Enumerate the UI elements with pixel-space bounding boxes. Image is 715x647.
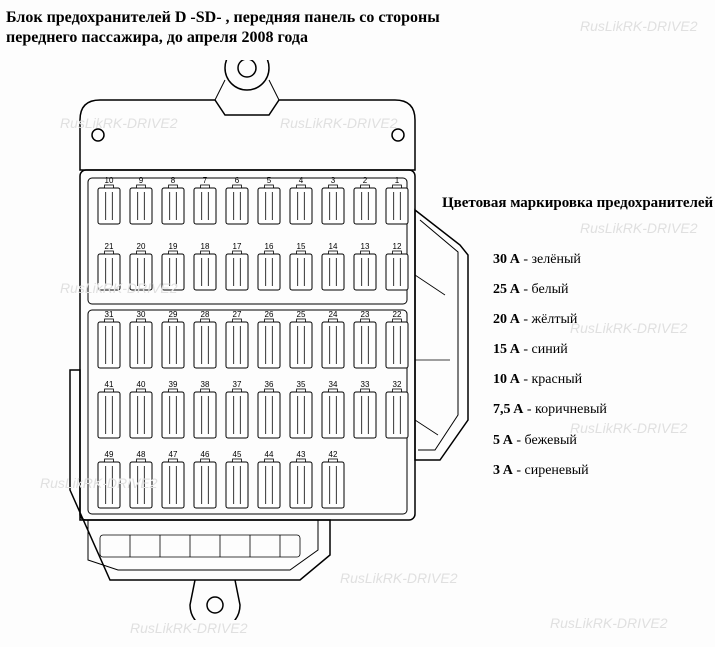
legend-amp: 15 A [493, 342, 520, 357]
legend-amp: 7,5 A [493, 402, 523, 417]
legend-amp: 10 A [493, 372, 520, 387]
svg-text:49: 49 [105, 450, 114, 459]
legend-color-name: - жёлтый [520, 312, 578, 327]
svg-text:42: 42 [329, 450, 338, 459]
svg-text:9: 9 [139, 176, 144, 185]
svg-text:13: 13 [361, 242, 370, 251]
svg-text:19: 19 [169, 242, 178, 251]
watermark: RusLikRK-DRIVE2 [580, 18, 697, 34]
svg-text:2: 2 [363, 176, 368, 185]
svg-text:25: 25 [297, 310, 306, 319]
svg-text:4: 4 [299, 176, 304, 185]
svg-text:23: 23 [361, 310, 370, 319]
svg-text:45: 45 [233, 450, 242, 459]
svg-text:44: 44 [265, 450, 274, 459]
legend-row: 3 A - сиреневый [493, 456, 607, 486]
svg-text:7: 7 [203, 176, 208, 185]
svg-text:27: 27 [233, 310, 242, 319]
legend-color-name: - сиреневый [513, 463, 589, 478]
legend-row: 5 A - бежевый [493, 426, 607, 456]
svg-text:3: 3 [331, 176, 336, 185]
svg-text:14: 14 [329, 242, 338, 251]
legend-row: 30 A - зелёный [493, 245, 607, 275]
fusebox-diagram: 1098765432121201918171615141312313029282… [40, 60, 470, 625]
svg-text:22: 22 [393, 310, 402, 319]
svg-text:8: 8 [171, 176, 176, 185]
svg-text:40: 40 [137, 380, 146, 389]
svg-text:37: 37 [233, 380, 242, 389]
legend-color-name: - зелёный [520, 252, 581, 267]
svg-text:47: 47 [169, 450, 178, 459]
svg-text:46: 46 [201, 450, 210, 459]
legend-row: 15 A - синий [493, 335, 607, 365]
svg-text:1: 1 [395, 176, 400, 185]
legend-amp: 20 A [493, 312, 520, 327]
svg-text:38: 38 [201, 380, 210, 389]
svg-text:24: 24 [329, 310, 338, 319]
legend-amp: 30 A [493, 252, 520, 267]
svg-text:48: 48 [137, 450, 146, 459]
svg-text:15: 15 [297, 242, 306, 251]
svg-text:39: 39 [169, 380, 178, 389]
svg-text:34: 34 [329, 380, 338, 389]
legend-amp: 5 A [493, 433, 513, 448]
legend-color-name: - коричневый [523, 402, 607, 417]
svg-text:12: 12 [393, 242, 402, 251]
svg-text:10: 10 [105, 176, 114, 185]
svg-text:26: 26 [265, 310, 274, 319]
svg-text:29: 29 [169, 310, 178, 319]
legend-title: Цветовая маркировка предохранителей [442, 195, 713, 212]
legend-row: 7,5 A - коричневый [493, 395, 607, 425]
svg-text:36: 36 [265, 380, 274, 389]
color-legend: 30 A - зелёный25 A - белый20 A - жёлтый1… [493, 245, 607, 486]
svg-text:21: 21 [105, 242, 114, 251]
legend-color-name: - белый [520, 282, 569, 297]
svg-text:18: 18 [201, 242, 210, 251]
legend-row: 20 A - жёлтый [493, 305, 607, 335]
legend-amp: 3 A [493, 463, 513, 478]
svg-text:20: 20 [137, 242, 146, 251]
svg-text:32: 32 [393, 380, 402, 389]
svg-text:43: 43 [297, 450, 306, 459]
svg-text:33: 33 [361, 380, 370, 389]
legend-color-name: - бежевый [513, 433, 577, 448]
svg-text:17: 17 [233, 242, 242, 251]
svg-text:28: 28 [201, 310, 210, 319]
svg-text:6: 6 [235, 176, 240, 185]
svg-text:5: 5 [267, 176, 272, 185]
svg-text:30: 30 [137, 310, 146, 319]
watermark: RusLikRK-DRIVE2 [580, 220, 697, 236]
legend-row: 25 A - белый [493, 275, 607, 305]
legend-color-name: - синий [520, 342, 568, 357]
svg-text:16: 16 [265, 242, 274, 251]
watermark: RusLikRK-DRIVE2 [550, 615, 667, 631]
legend-amp: 25 A [493, 282, 520, 297]
svg-text:35: 35 [297, 380, 306, 389]
svg-text:41: 41 [105, 380, 114, 389]
legend-color-name: - красный [520, 372, 582, 387]
legend-row: 10 A - красный [493, 365, 607, 395]
svg-text:31: 31 [105, 310, 114, 319]
page-title: Блок предохранителей D -SD- , передняя п… [6, 8, 446, 48]
